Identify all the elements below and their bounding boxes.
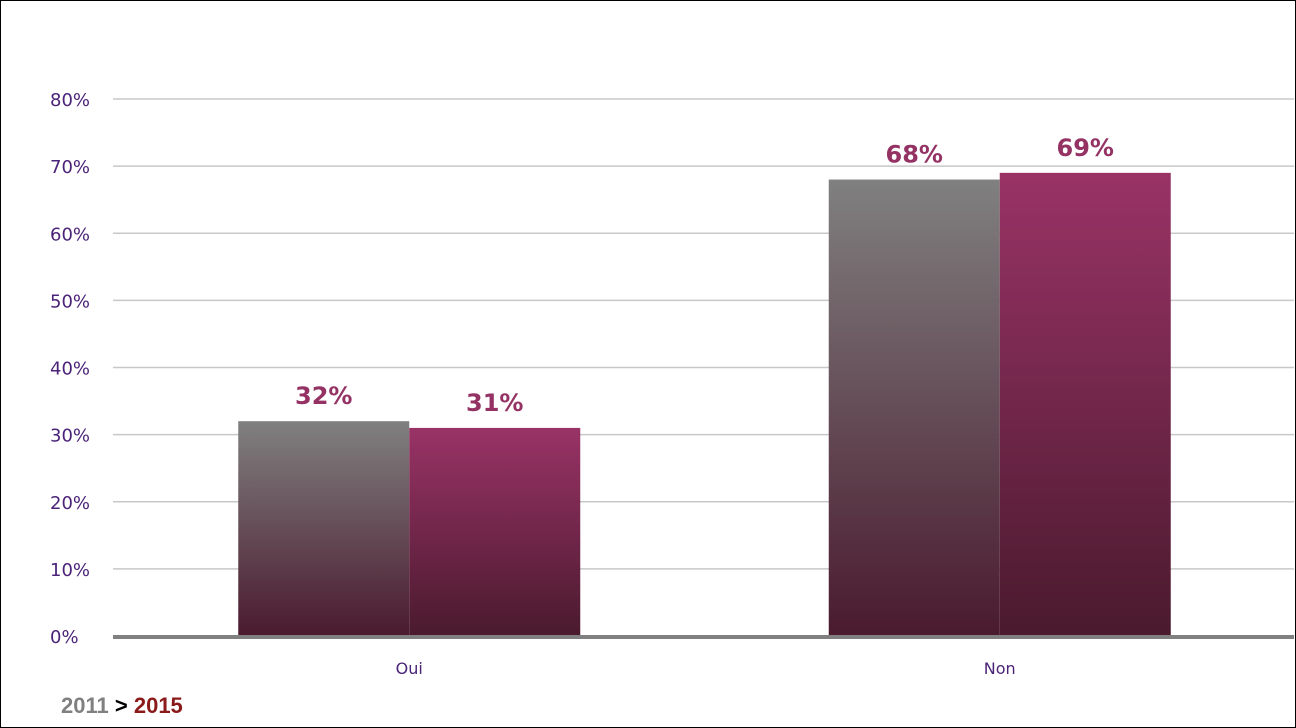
y-tick-label: 10% bbox=[50, 560, 90, 581]
y-tick-label: 30% bbox=[50, 426, 90, 447]
bar-non-2015 bbox=[999, 172, 1171, 636]
legend-separator: > bbox=[114, 693, 128, 718]
data-label: 68% bbox=[886, 141, 943, 169]
data-labels: 32% 31% 68% 69% bbox=[295, 134, 1114, 417]
data-label: 32% bbox=[295, 382, 352, 410]
bar-non-2011 bbox=[828, 179, 1000, 637]
legend-year-2011: 2011 bbox=[61, 693, 109, 718]
y-tick-label: 0% bbox=[50, 627, 79, 648]
y-tick-label: 20% bbox=[50, 493, 90, 514]
y-tick-label: 60% bbox=[50, 224, 90, 245]
y-tick-label: 40% bbox=[50, 359, 90, 380]
x-category-label: Oui bbox=[396, 659, 423, 678]
y-tick-label: 50% bbox=[50, 291, 90, 312]
legend-year-2015: 2015 bbox=[133, 693, 183, 718]
y-axis-ticks: 0% 10% 20% 30% 40% 50% 60% 70% 80% bbox=[50, 90, 90, 648]
bar-oui-2011 bbox=[238, 421, 410, 636]
data-label: 69% bbox=[1057, 134, 1114, 162]
x-category-label: Non bbox=[984, 659, 1016, 678]
category-labels: Oui Non bbox=[396, 659, 1016, 678]
y-tick-label: 80% bbox=[50, 90, 90, 111]
data-label: 31% bbox=[466, 389, 523, 417]
bar-oui-2015 bbox=[409, 427, 581, 636]
y-tick-label: 70% bbox=[50, 157, 90, 178]
bars bbox=[238, 172, 1171, 637]
year-comparison-legend: 2011 > 2015 bbox=[61, 693, 183, 719]
